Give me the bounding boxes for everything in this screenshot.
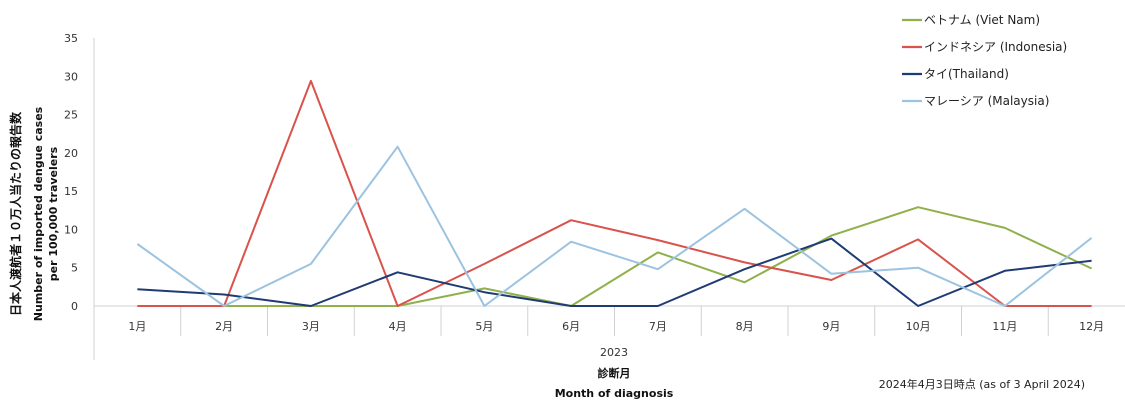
y-tick-group: 0 5 10 15 20 25 30 35 [64,32,78,313]
legend-label-1: インドネシア (Indonesia) [924,40,1067,54]
series-line-3 [136,145,1093,307]
legend-label-3: マレーシア (Malaysia) [924,94,1049,108]
legend-label-0: ベトナム (Viet Nam) [924,13,1040,27]
y-tick-label: 30 [64,70,78,83]
y-tick-label: 25 [64,109,78,122]
x-tick-label: 12月 [1079,320,1104,333]
y-tick-label: 5 [71,262,78,275]
x-axis-label-jp: 診断月 [598,366,631,380]
x-tick-label: 4月 [389,320,407,333]
series-line-0 [137,206,1093,307]
y-tick-label: 0 [71,300,78,313]
x-tick-label: 2月 [215,320,233,333]
y-axis-label-en-line1: Number of imported dengue cases [32,106,45,321]
x-tick-label: 7月 [649,320,667,333]
x-tick-label: 6月 [562,320,580,333]
x-tick-label: 5月 [475,320,493,333]
x-tick-group: 1月 2月 3月 4月 5月 6月 7月 8月 9月 10月 11月 12月 [93,306,1104,336]
y-axis-label-en-line2: per 100,000 travelers [47,146,60,281]
x-tick-label: 9月 [822,320,840,333]
x-tick-label: 3月 [302,320,320,333]
x-axis-year-label: 2023 [600,346,628,359]
as-of-note: 2024年4月3日時点 (as of 3 April 2024) [879,377,1085,391]
y-tick-label: 35 [64,32,78,45]
x-tick-label: 1月 [128,320,146,333]
y-tick-label: 20 [64,147,78,160]
legend-label-2: タイ(Thailand) [924,67,1009,81]
y-tick-label: 15 [64,185,78,198]
x-tick-label: 11月 [992,320,1017,333]
series-group [136,79,1093,307]
legend: ベトナム (Viet Nam) インドネシア (Indonesia) タイ(Thai… [902,13,1067,108]
series-line-1 [137,79,1092,307]
x-axis-label-en: Month of diagnosis [555,387,674,400]
x-tick-label: 8月 [736,320,754,333]
series-line-2 [137,237,1092,307]
y-axis-label-jp: 日本人渡航者１０万人当たりの報告数 [8,111,23,316]
x-tick-label: 10月 [906,320,931,333]
y-tick-label: 10 [64,223,78,236]
